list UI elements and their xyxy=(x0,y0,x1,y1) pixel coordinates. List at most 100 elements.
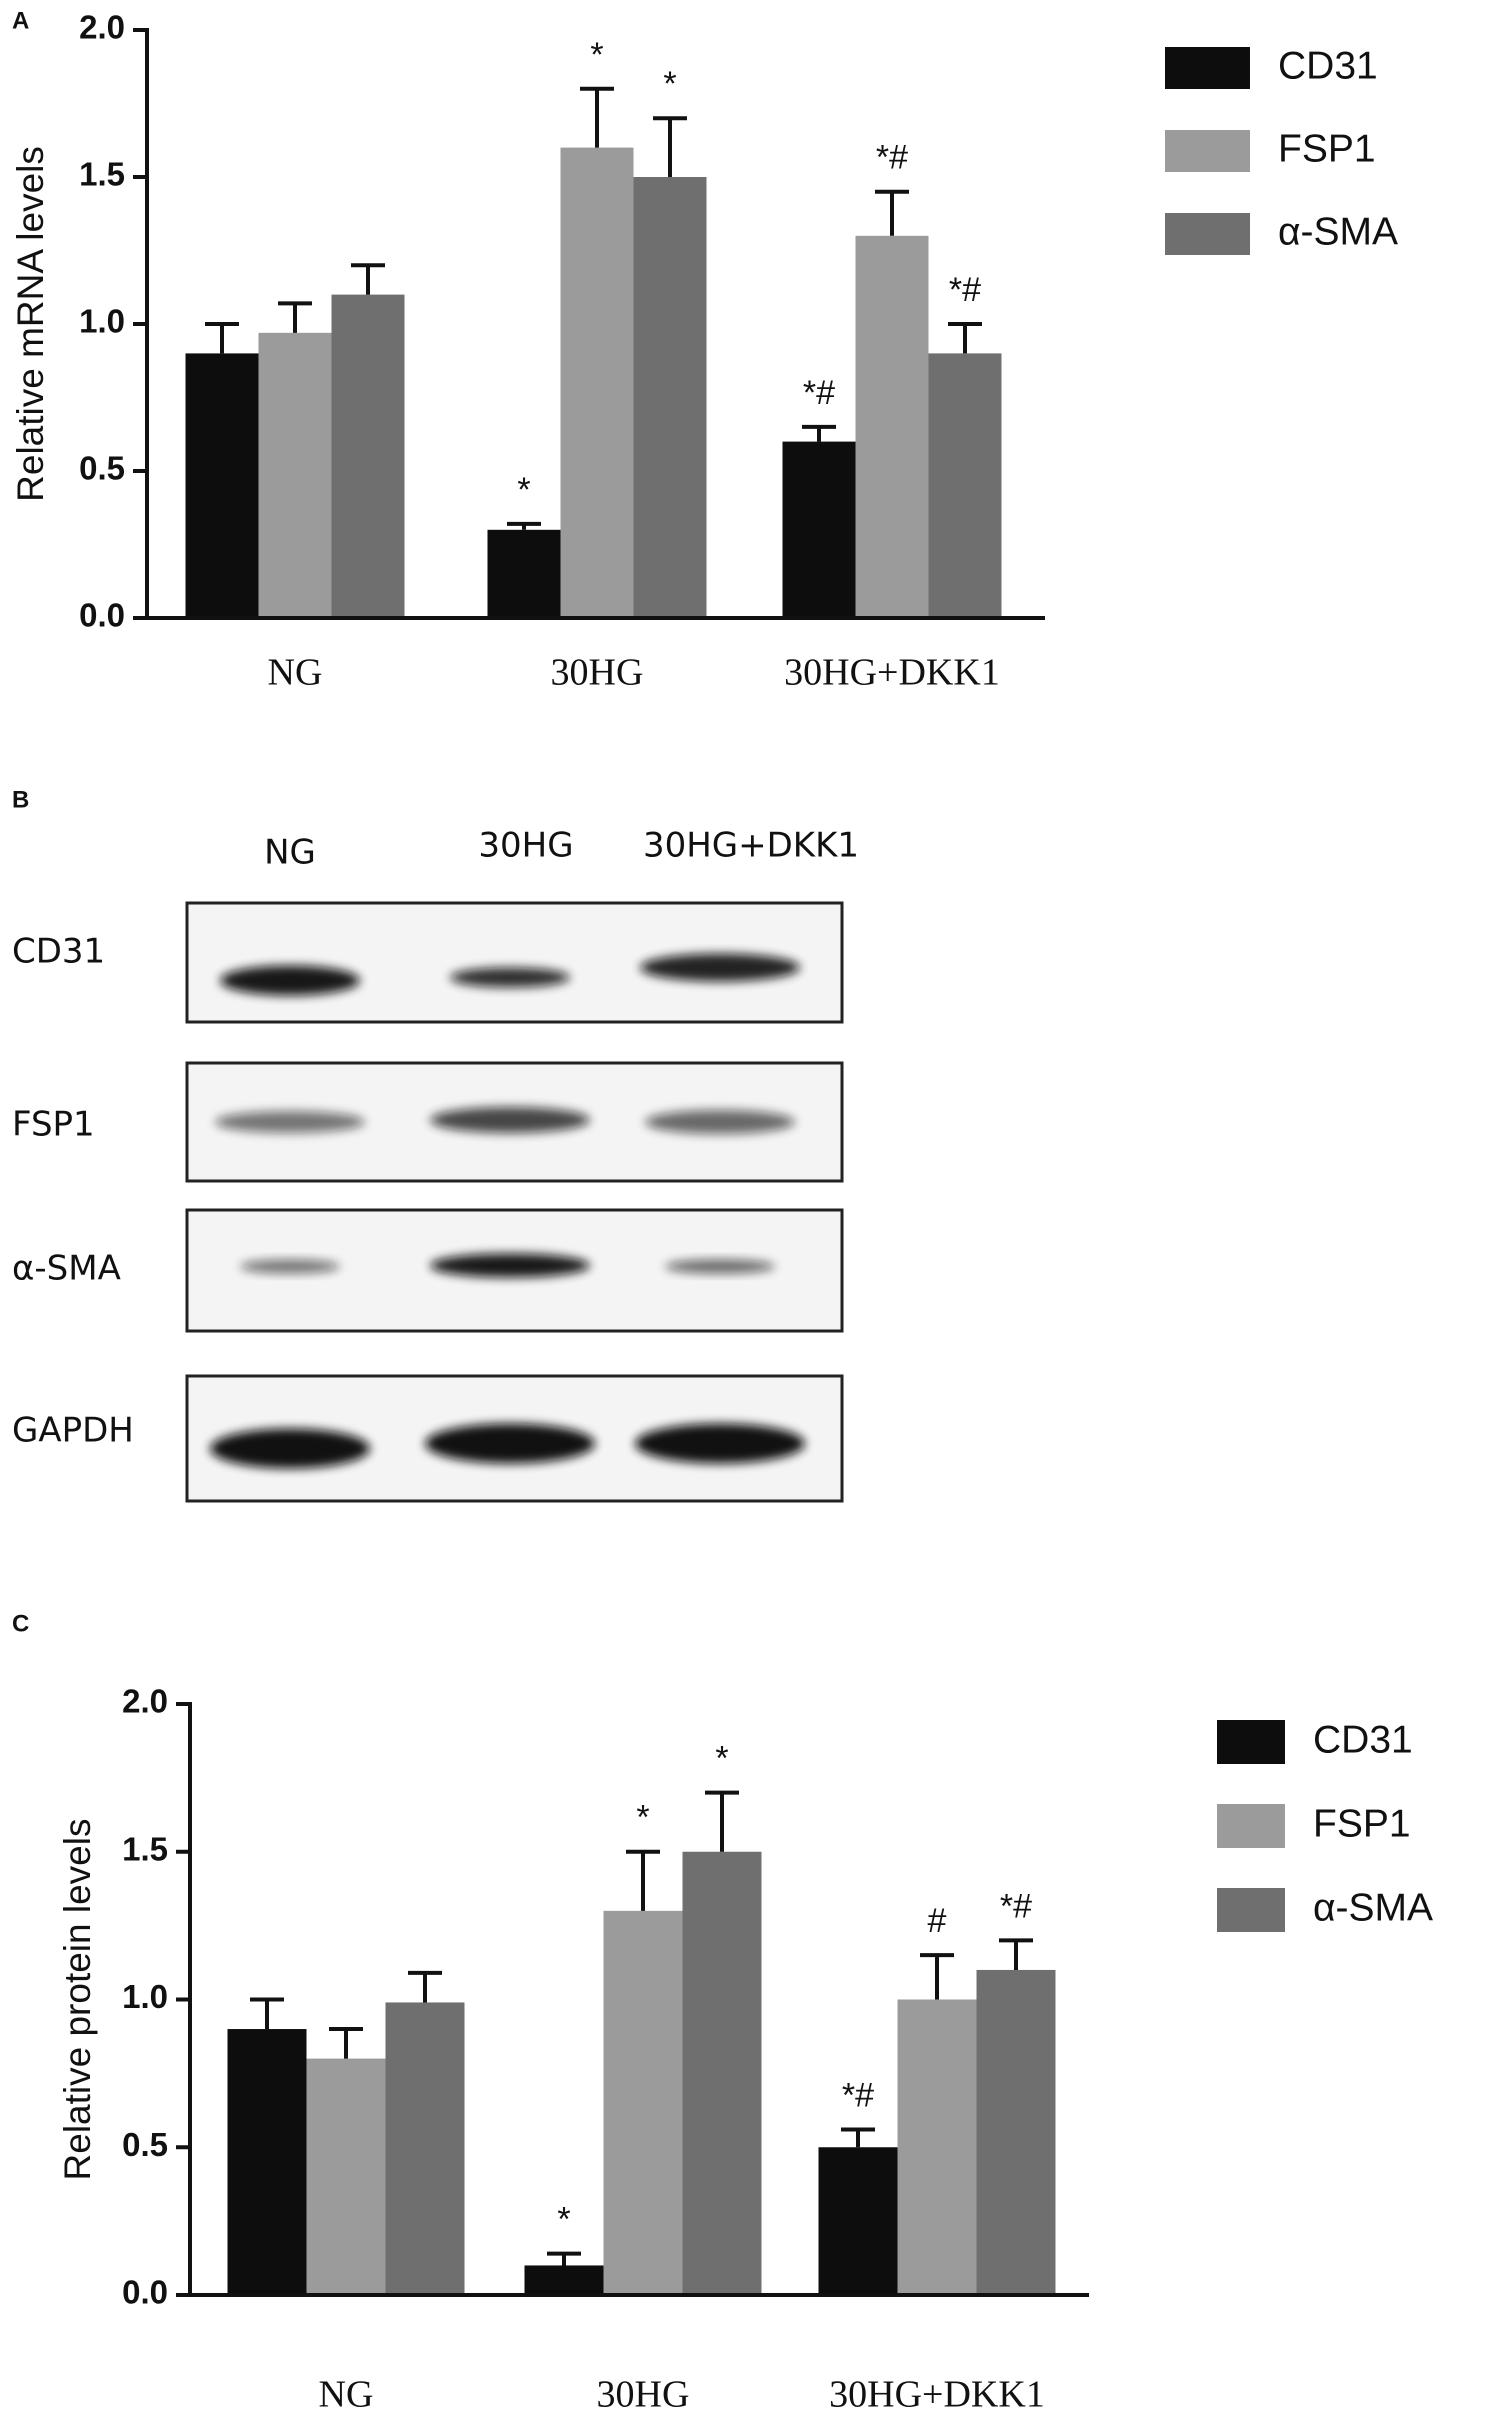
blot-row-label: α-SMA xyxy=(12,1249,121,1289)
y-tick-label: 0.5 xyxy=(79,450,125,487)
panel-label: B xyxy=(12,786,29,813)
blot-band xyxy=(640,953,800,982)
error-bar xyxy=(351,263,385,295)
legend-swatch xyxy=(1165,213,1250,255)
y-tick-label: 0.5 xyxy=(122,2126,168,2163)
blot-row-label: GAPDH xyxy=(12,1411,134,1451)
x-tick-label: 30HG+DKK1 xyxy=(784,652,1000,694)
significance-label: * xyxy=(715,1740,728,1778)
bar xyxy=(682,1851,762,2295)
bar xyxy=(976,1969,1056,2295)
y-tick-label: 0.0 xyxy=(79,597,125,634)
bar xyxy=(897,1999,977,2295)
legend-swatch xyxy=(1165,130,1250,172)
bar xyxy=(258,332,332,618)
error-bar xyxy=(920,1953,954,2000)
bar xyxy=(227,2029,307,2295)
blot-band xyxy=(210,1428,370,1469)
bar xyxy=(603,1910,683,2295)
blot-band xyxy=(430,1107,590,1133)
significance-label: * xyxy=(590,36,603,74)
y-tick-label: 1.5 xyxy=(122,1830,168,1867)
bar xyxy=(306,2058,386,2295)
bar xyxy=(524,2265,604,2295)
x-tick-label: NG xyxy=(268,652,323,694)
bar xyxy=(782,441,856,618)
y-axis-title: Relative mRNA levels xyxy=(10,146,51,502)
y-tick-label: 2.0 xyxy=(122,1683,168,1720)
significance-label: # xyxy=(928,1902,947,1940)
blot-band xyxy=(220,965,360,996)
error-bar xyxy=(705,1790,739,1852)
error-bar xyxy=(205,322,239,354)
y-tick-label: 0.0 xyxy=(122,2274,168,2311)
y-tick-label: 1.0 xyxy=(122,1978,168,2015)
y-tick-label: 1.5 xyxy=(79,156,125,193)
error-bar xyxy=(580,86,614,148)
significance-label: *# xyxy=(842,2077,874,2115)
significance-label: * xyxy=(517,471,530,509)
bar xyxy=(487,529,561,618)
blot-column-label: 30HG xyxy=(478,826,573,866)
blot-row-label: CD31 xyxy=(12,932,105,972)
blot-band xyxy=(430,1253,590,1278)
legend-swatch xyxy=(1217,1804,1285,1848)
bar xyxy=(818,2147,898,2295)
y-axis-title: Relative protein levels xyxy=(57,1819,98,2181)
error-bar xyxy=(802,424,836,442)
y-tick-label: 2.0 xyxy=(79,9,125,46)
blot-band xyxy=(425,1423,595,1464)
error-bar xyxy=(547,2251,581,2266)
x-tick-label: 30HG+DKK1 xyxy=(829,2374,1045,2415)
x-tick-label: 30HG xyxy=(597,2374,690,2415)
significance-label: * xyxy=(663,65,676,103)
blot-band xyxy=(215,1111,365,1133)
y-tick-label: 1.0 xyxy=(79,303,125,340)
bar xyxy=(855,235,929,619)
blot-row-label: FSP1 xyxy=(12,1105,95,1145)
blot-band xyxy=(665,1259,775,1274)
legend-label: α-SMA xyxy=(1313,1886,1433,1929)
error-bar xyxy=(278,301,312,333)
legend-swatch xyxy=(1217,1888,1285,1932)
blot-band xyxy=(450,967,570,988)
legend-label: CD31 xyxy=(1313,1718,1413,1761)
error-bar xyxy=(875,189,909,236)
error-bar xyxy=(841,2127,875,2148)
blot-band xyxy=(240,1259,340,1274)
significance-label: *# xyxy=(803,374,835,412)
blot-band xyxy=(645,1110,795,1134)
error-bar xyxy=(329,2027,363,2059)
x-tick-label: NG xyxy=(319,2374,374,2415)
panel-label: C xyxy=(12,1610,29,1637)
error-bar xyxy=(948,322,982,354)
error-bar xyxy=(653,116,687,177)
x-tick-label: 30HG xyxy=(551,652,644,694)
legend-label: FSP1 xyxy=(1278,127,1376,170)
bar xyxy=(185,353,259,618)
error-bar xyxy=(250,1997,284,2030)
blot-column-label: 30HG+DKK1 xyxy=(643,826,859,866)
bar xyxy=(385,2002,465,2295)
error-bar xyxy=(999,1938,1033,1970)
blot-band xyxy=(635,1423,805,1464)
significance-label: *# xyxy=(1000,1887,1032,1925)
significance-label: * xyxy=(636,1799,649,1837)
legend-label: FSP1 xyxy=(1313,1802,1411,1845)
significance-label: * xyxy=(557,2201,570,2239)
significance-label: *# xyxy=(949,271,981,309)
bar xyxy=(633,177,707,618)
bar xyxy=(928,353,1002,618)
panel-label: A xyxy=(12,7,29,34)
significance-label: *# xyxy=(876,139,908,177)
legend-swatch xyxy=(1165,47,1250,89)
error-bar xyxy=(408,1970,442,2003)
legend-label: CD31 xyxy=(1278,44,1378,87)
error-bar xyxy=(507,521,541,530)
legend-swatch xyxy=(1217,1720,1285,1764)
bar xyxy=(331,294,405,618)
bar xyxy=(560,147,634,618)
blot-column-label: NG xyxy=(264,833,316,873)
error-bar xyxy=(626,1849,660,1911)
